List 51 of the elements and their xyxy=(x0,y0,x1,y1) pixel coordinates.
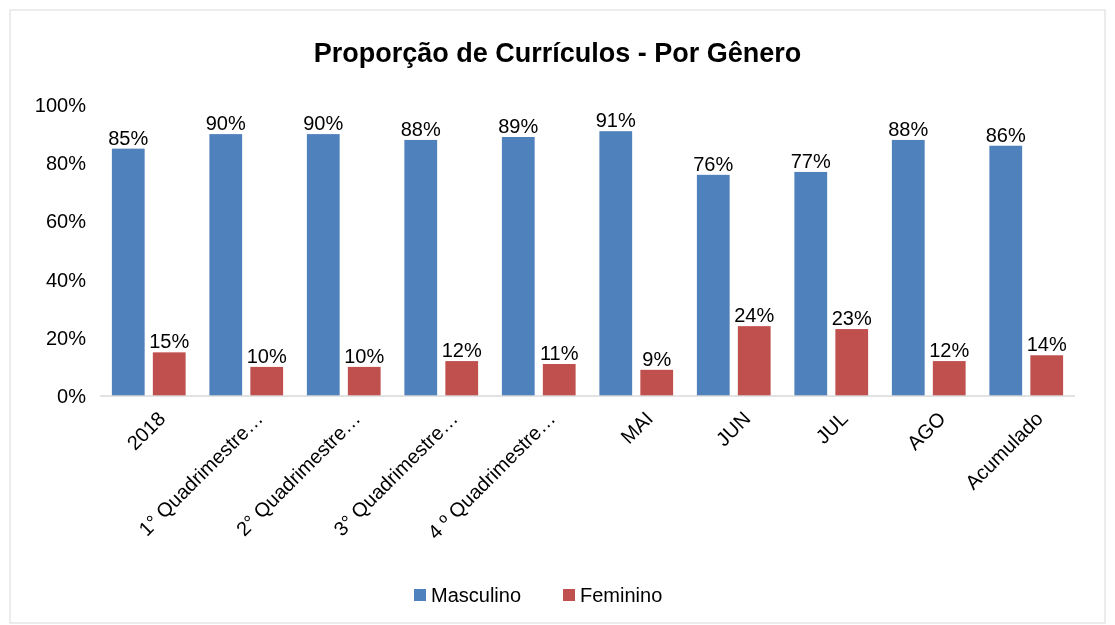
data-label: 23% xyxy=(831,307,872,330)
data-label: 89% xyxy=(498,115,539,138)
data-label: 90% xyxy=(205,112,246,135)
legend-label: Feminino xyxy=(580,584,663,606)
bar xyxy=(152,352,186,396)
bar xyxy=(794,171,828,396)
bar xyxy=(347,366,381,396)
y-tick-label: 100% xyxy=(34,94,87,116)
y-tick-label: 40% xyxy=(45,268,87,291)
data-label: 24% xyxy=(734,304,775,327)
legend-label: Masculino xyxy=(431,584,522,606)
data-label: 90% xyxy=(303,112,344,135)
bar xyxy=(989,145,1023,396)
data-label: 88% xyxy=(400,117,441,140)
bar xyxy=(932,361,966,396)
data-label: 15% xyxy=(149,330,190,353)
data-label: 12% xyxy=(929,339,970,362)
bar xyxy=(599,131,633,396)
bar xyxy=(835,329,869,396)
bar xyxy=(696,174,730,396)
data-label: 86% xyxy=(985,123,1026,146)
bar xyxy=(737,326,771,396)
bar xyxy=(640,369,674,396)
bar xyxy=(111,148,145,396)
bar xyxy=(404,139,438,396)
y-tick-label: 0% xyxy=(57,385,87,407)
y-tick-label: 20% xyxy=(45,326,87,349)
data-label: 14% xyxy=(1026,333,1067,356)
bar xyxy=(501,137,535,396)
x-tick-label: MAI xyxy=(616,407,657,448)
data-label: 76% xyxy=(693,152,734,175)
data-label: 91% xyxy=(595,109,636,132)
bar xyxy=(250,366,284,396)
bar xyxy=(542,363,576,396)
bar xyxy=(209,134,243,396)
chart-title: Proporção de Currículos - Por Gênero xyxy=(313,38,802,68)
bar xyxy=(1030,355,1064,396)
data-label: 12% xyxy=(441,339,482,362)
data-label: 10% xyxy=(344,344,385,367)
data-label: 77% xyxy=(790,149,831,172)
data-label: 88% xyxy=(888,117,929,140)
bar xyxy=(306,134,340,396)
data-label: 9% xyxy=(642,347,672,370)
bar xyxy=(891,139,925,396)
y-tick-label: 80% xyxy=(45,152,87,175)
x-tick-label: JUL xyxy=(811,407,852,448)
data-label: 10% xyxy=(246,344,287,367)
bar xyxy=(445,361,479,396)
data-label: 11% xyxy=(539,341,579,364)
data-label: 85% xyxy=(108,126,149,149)
y-tick-label: 60% xyxy=(45,210,87,233)
